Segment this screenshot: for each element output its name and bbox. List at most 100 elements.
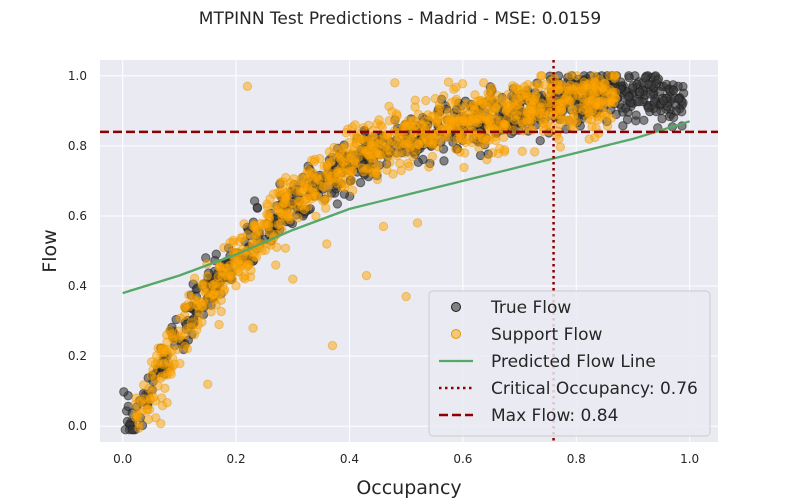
scatter-point — [554, 134, 564, 144]
scatter-point — [322, 239, 332, 249]
scatter-point — [643, 103, 653, 113]
scatter-point — [427, 151, 438, 162]
scatter-point — [527, 105, 537, 116]
scatter-point — [374, 115, 384, 125]
scatter-point — [323, 176, 334, 187]
scatter-point — [621, 103, 631, 113]
x-tick-label: 1.0 — [680, 452, 699, 466]
y-tick-label: 0.8 — [68, 139, 87, 153]
scatter-point — [309, 156, 319, 167]
scatter-point — [565, 71, 575, 81]
scatter-point — [197, 317, 207, 327]
legend-box — [428, 290, 711, 437]
scatter-point — [172, 344, 182, 355]
scatter-point — [250, 223, 260, 233]
scatter-point — [328, 149, 339, 160]
scatter-point — [189, 329, 200, 340]
scatter-point — [459, 162, 469, 173]
scatter-point — [460, 148, 470, 158]
scatter-point — [157, 401, 168, 411]
x-tick-label: 0.2 — [227, 452, 246, 466]
scatter-point — [153, 381, 163, 391]
legend-label: True Flow — [490, 298, 571, 318]
scatter-point — [507, 81, 518, 91]
scatter-point — [519, 82, 530, 92]
scatter-point — [555, 142, 566, 152]
scatter-point — [537, 71, 547, 81]
scatter-point — [451, 144, 461, 154]
scatter-point — [528, 97, 538, 107]
y-tick-label: 0.6 — [68, 209, 87, 223]
scatter-point — [396, 165, 406, 176]
scatter-point — [640, 72, 651, 83]
scatter-point — [478, 78, 489, 88]
y-tick-label: 1.0 — [68, 69, 87, 83]
tick-labels: 0.0 0.2 0.4 0.6 0.8 1.0 0.0 0.2 0.4 0.6 0.8 1.0 — [68, 69, 699, 466]
scatter-point — [166, 369, 176, 379]
scatter-point — [627, 83, 638, 93]
scatter-point — [377, 122, 387, 132]
scatter-point — [457, 79, 468, 89]
scatter-point — [412, 218, 423, 228]
x-tick-label: 0.4 — [340, 452, 359, 466]
scatter-point — [604, 71, 615, 81]
scatter-point — [566, 121, 576, 131]
scatter-point — [508, 105, 518, 115]
scatter-point — [634, 97, 644, 107]
scatter-point — [214, 278, 225, 289]
scatter-point — [481, 101, 492, 111]
scatter-point — [221, 263, 231, 273]
legend-label: Max Flow: 0.84 — [491, 406, 618, 426]
scatter-point — [355, 177, 366, 188]
scatter-point — [180, 330, 190, 340]
scatter-point — [482, 154, 492, 165]
scatter-point — [249, 247, 259, 258]
scatter-point — [156, 418, 166, 429]
scatter-point — [542, 117, 553, 128]
scatter-point — [674, 94, 684, 104]
scatter-point — [639, 115, 649, 126]
scatter-point — [401, 291, 411, 302]
scatter-point — [571, 81, 581, 92]
scatter-point — [489, 95, 500, 105]
scatter-point — [219, 243, 229, 253]
scatter-point — [234, 256, 244, 266]
scatter-point — [610, 87, 621, 98]
scatter-point — [651, 106, 662, 117]
scatter-point — [372, 174, 383, 185]
scatter-point — [175, 313, 186, 323]
y-tick-label: 0.4 — [68, 279, 87, 293]
scatter-point — [535, 136, 545, 146]
scatter-point — [410, 95, 420, 105]
scatter-point — [384, 101, 394, 112]
scatter-point — [270, 201, 281, 211]
scatter-point — [214, 319, 224, 330]
legend-label: Predicted Flow Line — [491, 352, 656, 372]
scatter-point — [545, 101, 555, 111]
scatter-point — [568, 112, 579, 122]
scatter-point — [417, 135, 427, 146]
scatter-point — [586, 115, 597, 125]
scatter-point — [486, 85, 496, 96]
scatter-point — [463, 135, 474, 145]
scatter-point — [370, 164, 380, 174]
scatter-point — [378, 221, 389, 232]
scatter-point — [148, 392, 159, 402]
scatter-point — [308, 168, 318, 178]
scatter-point — [646, 89, 656, 99]
scatter-point — [262, 199, 272, 209]
scatter-point — [233, 266, 244, 276]
scatter-point — [271, 260, 281, 270]
x-tick-label: 0.0 — [113, 452, 132, 466]
x-tick-label: 0.8 — [567, 452, 586, 466]
scatter-point — [502, 100, 512, 111]
scatter-point — [353, 152, 363, 163]
scatter-point — [239, 219, 249, 229]
scatter-point — [391, 109, 402, 119]
scatter-point — [337, 182, 347, 192]
scatter-point — [202, 271, 213, 281]
scatter-point — [280, 243, 291, 253]
scatter-point — [404, 161, 414, 172]
scatter-point — [373, 149, 383, 159]
